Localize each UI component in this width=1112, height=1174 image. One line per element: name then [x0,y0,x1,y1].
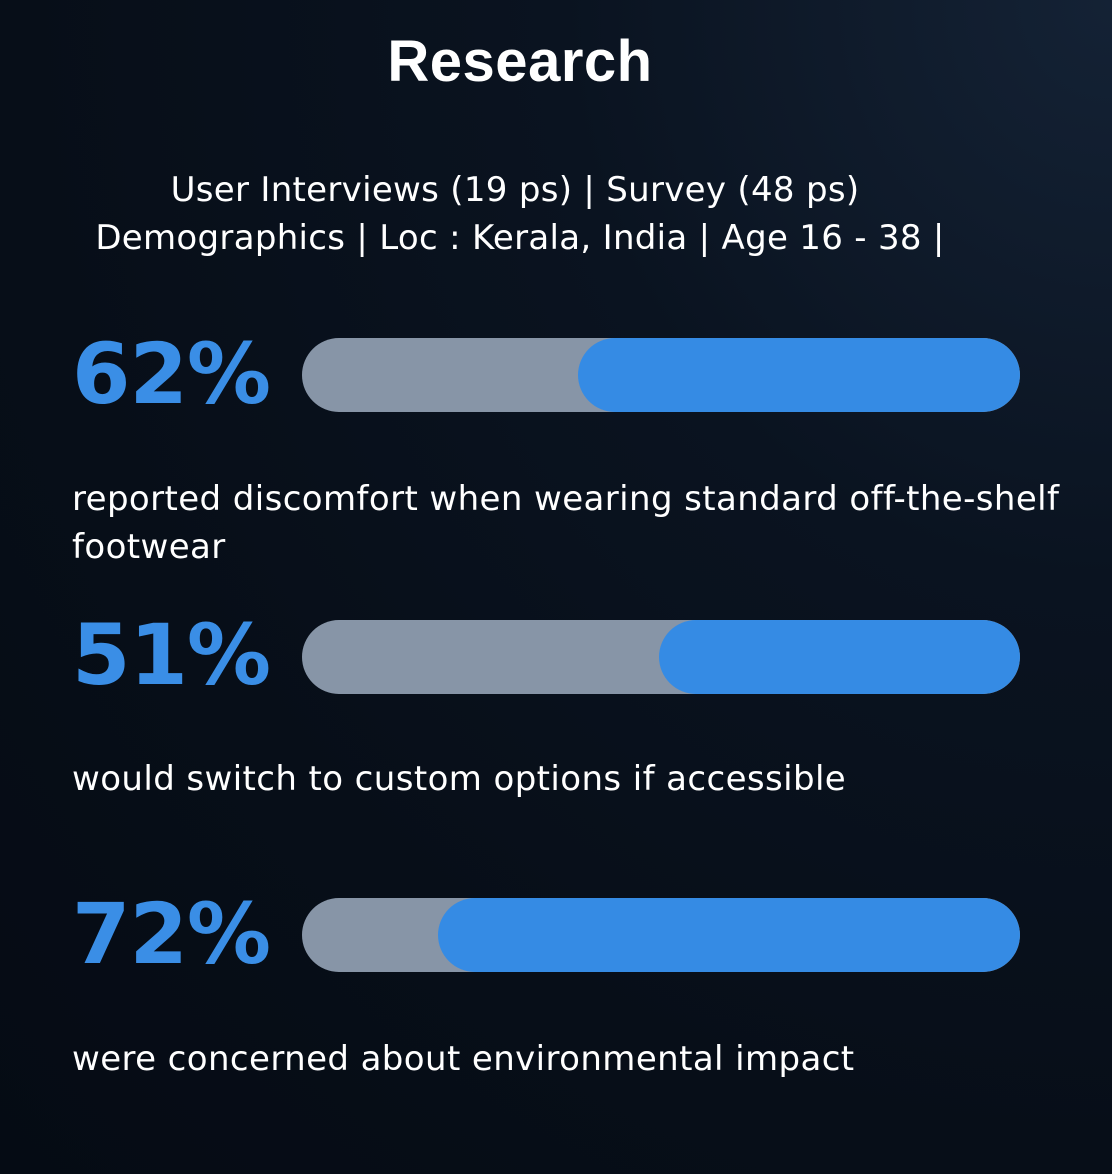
stat-description: were concerned about environmental impac… [72,1039,855,1079]
page-title: Research [387,29,653,94]
stat-percentage: 72% [72,885,271,983]
stat-progress-track [302,338,1020,412]
stat-description: would switch to custom options if access… [72,759,847,799]
stat-progress-fill [437,898,1020,972]
stat-progress-fill [658,620,1020,694]
stat-description: reported discomfort when wearing standar… [72,479,1060,567]
research-meta-line-1: User Interviews (19 ps) | Survey (48 ps) [170,170,860,210]
stat-progress-fill [578,338,1020,412]
research-meta-line-2: Demographics | Loc : Kerala, India | Age… [95,218,945,258]
stat-percentage: 51% [72,606,271,704]
stat-progress-track [302,898,1020,972]
stat-progress-track [302,620,1020,694]
stat-percentage: 62% [72,325,271,423]
